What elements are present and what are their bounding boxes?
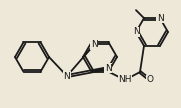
Text: O: O (146, 75, 153, 84)
Text: N: N (64, 72, 70, 81)
Text: N: N (91, 40, 98, 49)
Text: N: N (105, 64, 111, 73)
Text: NH: NH (118, 75, 132, 84)
Text: N: N (157, 14, 163, 23)
Text: N: N (133, 28, 139, 37)
